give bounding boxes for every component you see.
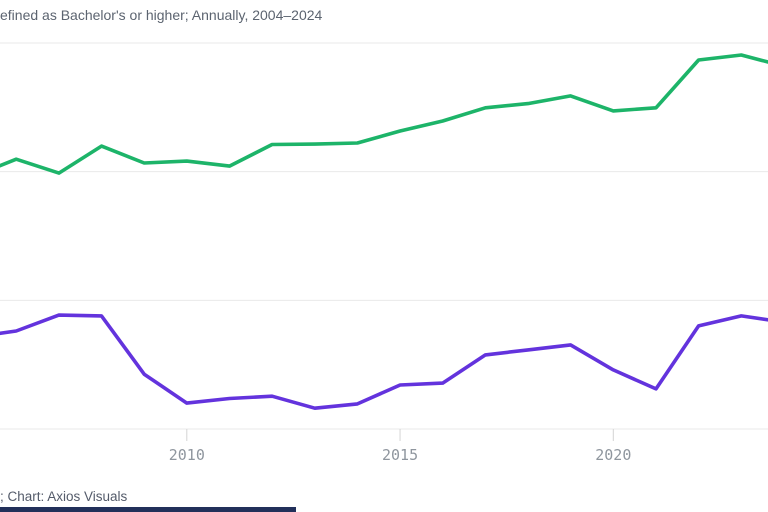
chart-subtitle: efined as Bachelor's or higher; Annually… bbox=[0, 7, 323, 23]
chart-credit: ; Chart: Axios Visuals bbox=[0, 489, 128, 504]
bottom-bar bbox=[0, 507, 296, 512]
purple-series-line bbox=[0, 313, 768, 411]
green-series-line bbox=[0, 53, 768, 175]
